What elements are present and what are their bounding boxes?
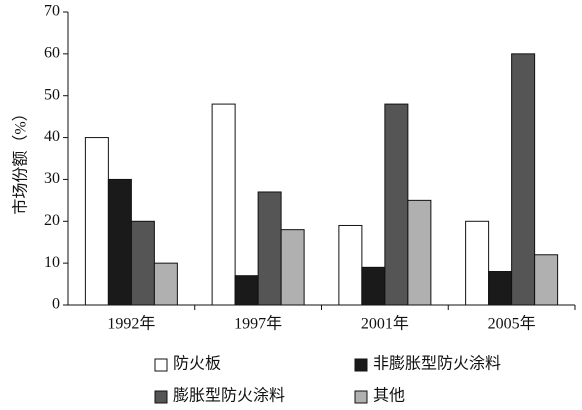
y-tick-label: 70 — [44, 3, 60, 20]
bar — [130, 220, 155, 306]
y-tick-label: 20 — [44, 212, 60, 229]
x-tick-label: 2001年 — [361, 315, 409, 333]
bar — [280, 229, 305, 306]
legend-swatch — [154, 358, 168, 372]
bar — [84, 137, 109, 306]
y-axis-title: 市场份额（%） — [12, 105, 30, 214]
legend-swatch — [154, 390, 168, 404]
bar — [211, 103, 236, 306]
y-tick-label: 40 — [44, 128, 60, 145]
x-tick-label: 1997年 — [234, 315, 282, 333]
y-tick-label: 10 — [44, 254, 60, 271]
bar — [511, 53, 536, 306]
bar — [257, 191, 282, 306]
legend-label: 膨胀型防火涂料 — [173, 387, 285, 405]
bar — [384, 103, 409, 306]
bar — [488, 271, 513, 306]
bar — [338, 224, 363, 306]
legend-swatch — [354, 390, 368, 404]
y-tick-label: 50 — [44, 86, 60, 103]
y-tick-label: 30 — [44, 170, 60, 187]
legend-label: 防火板 — [173, 355, 221, 373]
bar — [107, 178, 132, 306]
bar — [407, 199, 432, 306]
bar — [153, 262, 178, 306]
x-tick-label: 1992年 — [107, 315, 155, 333]
y-tick-label: 60 — [44, 45, 60, 62]
y-tick-label: 0 — [52, 296, 60, 313]
x-tick-label: 2005年 — [488, 315, 536, 333]
bar — [234, 275, 259, 306]
bar — [465, 220, 490, 306]
bar — [361, 266, 386, 306]
bar — [534, 254, 559, 306]
legend-swatch — [354, 358, 368, 372]
legend-label: 非膨胀型防火涂料 — [373, 355, 501, 373]
legend-label: 其他 — [373, 387, 405, 405]
